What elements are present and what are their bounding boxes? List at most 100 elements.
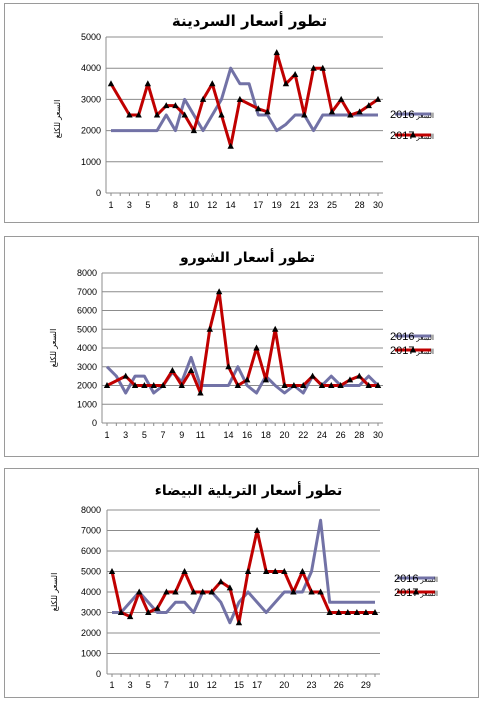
legend-label-2016: السعر 2016 (394, 573, 438, 585)
series-2017-point (374, 95, 382, 102)
x-tick-label: 19 (272, 200, 282, 210)
legend-year: 2017 (394, 587, 418, 599)
series-2017-point (344, 609, 351, 615)
x-tick-label: 11 (196, 430, 205, 440)
series-2017-point (187, 367, 195, 373)
series-2017-point (328, 382, 335, 388)
series-2017-point (318, 382, 326, 388)
series-2017-point (365, 102, 372, 109)
y-tick-label: 3000 (81, 608, 101, 618)
series-2017-point (117, 609, 125, 615)
chart-title: تطور أسعار الشورو (179, 248, 315, 266)
x-tick-label: 15 (234, 680, 244, 690)
series-2017-point (255, 105, 262, 112)
series-2017-line (110, 529, 375, 625)
chart-panel-sardine: تطور أسعار السردينة 0 1000 2000 3000 4000 5000… (4, 3, 479, 223)
x-tick-label: 1 (108, 200, 113, 210)
x-tick-label: 8 (173, 200, 178, 210)
series-2017-point (197, 389, 204, 396)
y-tick-label: 1000 (81, 649, 101, 659)
x-tick-label: 3 (127, 200, 132, 210)
chart-white-trilia: تطور أسعار التريلية البيضاء 0 1000 2000 3000… (50, 481, 438, 690)
y-tick-label: 1000 (81, 157, 101, 167)
series-2017-point (290, 588, 297, 595)
chart-panel-white-trilia: تطور أسعار التريلية البيضاء 0 1000 2000 3000… (4, 468, 479, 698)
series-2017-point (122, 372, 129, 379)
y-tick-label: 2000 (81, 126, 101, 136)
series-2017-point (172, 102, 179, 109)
legend-label-2016: السعر 2016 (390, 109, 434, 121)
x-tick-label: 7 (161, 430, 166, 440)
x-tick-label: 1 (104, 430, 109, 440)
series-2017-point (136, 588, 143, 595)
series-2017-point (272, 568, 279, 574)
series-2016-line (105, 355, 380, 395)
series-2017-point (206, 325, 213, 332)
x-tick-label: 10 (189, 680, 199, 690)
chart-title: تطور أسعار التريلية البيضاء (155, 481, 343, 499)
x-tick-label: 30 (373, 200, 383, 210)
series-2017-point (178, 382, 185, 388)
series-2016-line (111, 66, 378, 133)
series-2017-point (153, 111, 161, 118)
y-tick-label: 5000 (81, 32, 101, 42)
x-tick-label: 1 (109, 680, 114, 690)
series-2017-point (273, 49, 280, 56)
x-tick-label: 20 (280, 430, 290, 440)
legend-year: 2016 (390, 331, 414, 343)
series-2017-point (281, 568, 288, 574)
legend-label-2017: السعر 2017 (390, 345, 434, 357)
x-tick-label: 28 (355, 200, 365, 210)
x-tick-label: 7 (164, 680, 169, 690)
series-2017-point (144, 80, 152, 87)
series-2017-point (150, 382, 157, 388)
series-2017-point (299, 568, 306, 574)
series-2017-point (135, 111, 142, 118)
legend-marker-2017 (409, 131, 417, 138)
series-2017-point (326, 609, 333, 615)
x-tick-label: 5 (145, 200, 150, 210)
x-tick-label: 5 (142, 430, 147, 440)
y-tick-label: 3000 (77, 362, 97, 372)
y-tick-label: 7000 (81, 526, 101, 536)
y-tick-label: 2000 (77, 381, 97, 391)
series-2017-line (109, 51, 379, 148)
chart-sardine: تطور أسعار السردينة 0 1000 2000 3000 4000 5000… (53, 11, 434, 210)
series-2017-point (163, 102, 170, 109)
series-2017-point (346, 376, 354, 383)
series-2017-point (337, 382, 344, 388)
series-2017-point (337, 95, 345, 102)
series-2017-point (107, 80, 115, 87)
series-2017-point (209, 80, 216, 87)
y-tick-label: 0 (96, 669, 101, 679)
series-2017-point (243, 376, 251, 383)
series-2017-point (208, 588, 215, 595)
legend-year: 2017 (390, 130, 414, 142)
series-2017-point (309, 372, 316, 379)
series-2017-point (301, 111, 308, 118)
legend-word: السعر (414, 334, 434, 342)
series-2017-point (347, 111, 354, 118)
x-tick-label: 14 (223, 430, 233, 440)
series-2017-point (225, 363, 232, 370)
x-tick-label: 25 (327, 200, 337, 210)
series-2017-point (319, 64, 326, 71)
y-tick-label: 4000 (81, 587, 101, 597)
x-tick-label: 5 (146, 680, 151, 690)
legend-marker-2017 (409, 346, 417, 353)
x-tick-label: 26 (334, 680, 344, 690)
chart-title: تطور أسعار السردينة (172, 11, 327, 30)
series-2017-point (328, 108, 336, 115)
series-2017-point (353, 609, 361, 615)
y-tick-label: 8000 (81, 505, 101, 515)
x-tick-label: 14 (226, 200, 236, 210)
series-2017-point (236, 95, 244, 102)
series-2017-point (145, 609, 152, 615)
series-2017-point (163, 588, 170, 595)
series-2017-point (108, 568, 116, 574)
y-axis-label: السعر للكلغ (49, 329, 58, 368)
x-tick-label: 26 (336, 430, 346, 440)
series-2017-point (159, 382, 167, 388)
series-2017-point (199, 95, 207, 102)
y-tick-label: 1000 (77, 399, 97, 409)
